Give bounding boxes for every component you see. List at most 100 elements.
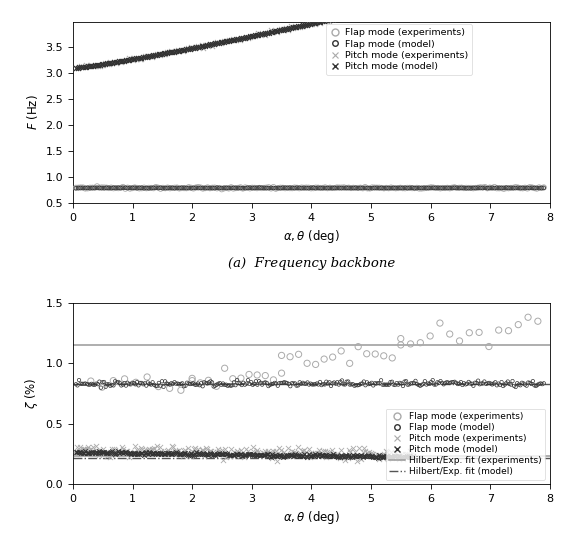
Point	[108, 444, 117, 453]
Point	[447, 378, 456, 387]
Point	[282, 25, 291, 33]
Point	[306, 183, 315, 192]
Point	[331, 450, 340, 459]
Point	[199, 449, 208, 458]
Point	[539, 379, 548, 387]
Point	[339, 452, 348, 461]
Point	[255, 449, 264, 458]
Point	[306, 379, 315, 388]
Point	[417, 184, 426, 193]
Point	[290, 183, 299, 192]
Point	[385, 2, 394, 11]
Point	[114, 57, 123, 66]
Point	[89, 61, 98, 70]
Point	[116, 450, 125, 458]
Point	[203, 41, 211, 49]
Point	[341, 451, 350, 460]
Point	[325, 16, 334, 24]
Point	[123, 55, 132, 64]
Point	[206, 450, 215, 458]
Point	[455, 379, 464, 388]
Point	[146, 380, 155, 389]
Point	[234, 183, 243, 192]
Point	[534, 317, 542, 325]
Point	[337, 451, 346, 459]
Point	[361, 447, 370, 455]
Point	[297, 22, 306, 30]
Point	[73, 63, 82, 72]
Point	[408, 184, 417, 193]
Point	[86, 444, 95, 453]
Point	[357, 455, 366, 463]
Point	[215, 447, 224, 455]
Point	[239, 378, 248, 387]
Point	[135, 55, 144, 63]
Point	[150, 380, 159, 389]
Point	[150, 449, 159, 457]
Point	[71, 183, 80, 192]
Point	[80, 445, 89, 454]
Point	[398, 381, 407, 390]
Point	[90, 449, 99, 457]
Point	[358, 184, 367, 193]
Point	[407, 0, 416, 5]
Point	[485, 379, 494, 387]
Point	[521, 183, 530, 192]
Point	[258, 449, 267, 457]
Point	[507, 183, 516, 192]
Point	[301, 379, 310, 388]
Point	[490, 183, 499, 192]
Point	[452, 183, 461, 192]
Point	[201, 379, 210, 387]
Point	[337, 445, 346, 454]
Point	[172, 448, 181, 456]
Point	[186, 451, 195, 460]
Point	[343, 12, 352, 20]
Point	[353, 381, 362, 390]
Point	[251, 377, 260, 386]
Point	[414, 0, 423, 4]
Point	[396, 183, 405, 192]
Point	[497, 183, 506, 192]
Point	[269, 27, 278, 36]
Point	[354, 9, 363, 18]
Point	[183, 450, 192, 459]
Point	[381, 380, 390, 389]
Point	[288, 183, 297, 192]
Point	[101, 383, 110, 391]
Point	[332, 14, 341, 23]
Point	[252, 451, 261, 459]
Point	[188, 447, 197, 456]
Point	[392, 379, 401, 387]
Point	[89, 61, 98, 70]
Point	[73, 448, 82, 456]
Point	[226, 451, 234, 459]
Point	[280, 26, 289, 34]
Point	[522, 381, 531, 390]
Point	[170, 447, 179, 455]
Point	[154, 450, 163, 458]
Point	[139, 447, 148, 456]
Point	[155, 449, 164, 457]
Point	[257, 449, 266, 458]
Point	[120, 448, 129, 456]
Point	[281, 378, 290, 387]
Point	[191, 183, 200, 192]
Point	[257, 30, 266, 38]
Point	[321, 16, 330, 25]
Point	[220, 380, 229, 389]
Point	[527, 183, 536, 192]
Point	[379, 184, 388, 193]
Point	[192, 448, 201, 456]
Point	[277, 351, 286, 360]
Point	[403, 380, 412, 389]
Point	[155, 443, 164, 451]
Point	[373, 5, 382, 13]
Point	[370, 450, 379, 459]
Point	[452, 183, 461, 192]
Point	[85, 446, 94, 455]
Point	[292, 23, 301, 31]
Point	[120, 448, 129, 457]
Point	[338, 452, 347, 461]
Point	[266, 28, 275, 37]
